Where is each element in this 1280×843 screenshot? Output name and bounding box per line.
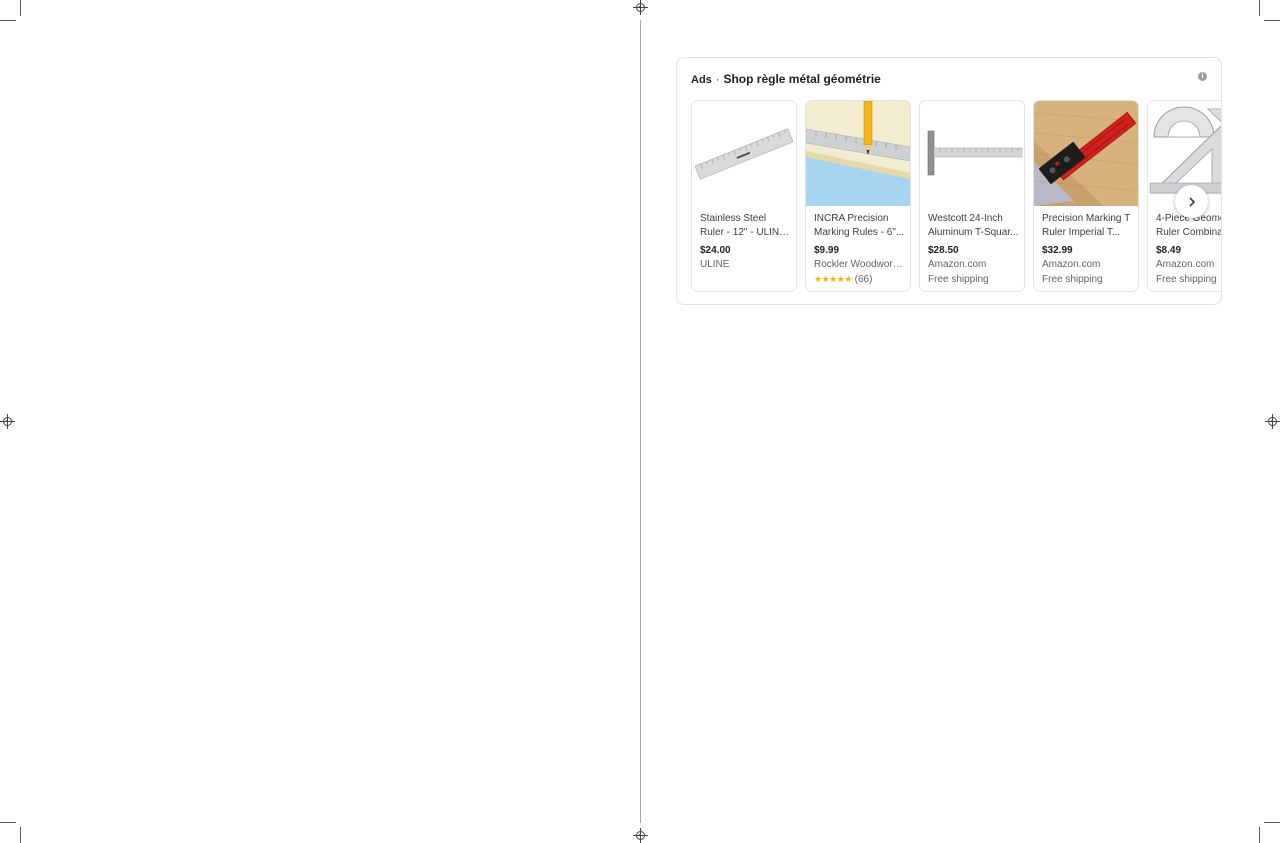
product-card[interactable]: Stainless Steel Ruler - 12" - ULINE ... … <box>691 100 797 292</box>
crop-mark <box>20 827 21 843</box>
shopping-ads-card: Ads · Shop règle métal géométrie i <box>676 57 1222 305</box>
registration-mark-icon <box>0 414 15 429</box>
info-icon[interactable]: i <box>1198 72 1207 81</box>
crop-mark <box>1259 0 1260 16</box>
ads-title: Shop règle métal géométrie <box>723 72 881 86</box>
product-price: $24.00 <box>700 245 731 256</box>
product-price: $8.49 <box>1156 245 1182 256</box>
chevron-right-icon <box>1188 196 1195 207</box>
product-card[interactable]: INCRA Precision Marking Rules - 6"... $9… <box>805 100 911 292</box>
crop-mark <box>0 822 16 823</box>
product-price: $9.99 <box>814 245 840 256</box>
product-store: Rockler Woodworki... <box>814 259 906 270</box>
product-store: ULINE <box>700 259 730 270</box>
product-price: $32.99 <box>1042 245 1073 256</box>
crop-mark <box>0 20 16 21</box>
product-store: Amazon.com <box>1042 259 1101 270</box>
ads-label: Ads <box>691 74 712 86</box>
registration-mark-icon <box>633 828 648 843</box>
product-card[interactable]: Precision Marking T Ruler Imperial T... … <box>1033 100 1139 292</box>
crop-mark <box>1264 20 1280 21</box>
product-carousel: Stainless Steel Ruler - 12" - ULINE ... … <box>691 100 1221 293</box>
shipping-note: Free shipping <box>1156 274 1217 285</box>
crop-mark <box>20 0 21 16</box>
product-title: Precision Marking T Ruler Imperial T... <box>1042 213 1130 238</box>
product-title: Westcott 24-Inch Aluminum T-Squar... <box>928 213 1019 238</box>
product-title: Stainless Steel Ruler - 12" - ULINE ... <box>700 213 786 238</box>
product-image-steel-ruler <box>692 101 796 206</box>
rating-stars-icon: ★★★★★ <box>814 274 852 284</box>
product-image-t-square <box>920 101 1024 206</box>
product-image-marking-rule <box>806 101 910 206</box>
product-price: $28.50 <box>928 245 959 256</box>
product-image-precision-t-ruler <box>1034 101 1138 206</box>
product-store: Amazon.com <box>1156 259 1215 270</box>
product-title: INCRA Precision Marking Rules - 6"... <box>814 213 905 238</box>
shipping-note: Free shipping <box>928 274 989 285</box>
registration-mark-icon <box>1265 414 1280 429</box>
ads-header: Ads · Shop règle métal géométrie <box>691 72 881 86</box>
page-spine-divider <box>640 20 641 823</box>
shipping-note: Free shipping <box>1042 274 1103 285</box>
product-store: Amazon.com <box>928 259 987 270</box>
product-card[interactable]: Westcott 24-Inch Aluminum T-Squar... $28… <box>919 100 1025 292</box>
rating-count: (66) <box>854 274 873 285</box>
crop-mark <box>1264 822 1280 823</box>
ads-separator: · <box>715 74 720 86</box>
registration-mark-icon <box>633 0 648 15</box>
crop-mark <box>1259 827 1260 843</box>
carousel-next-button[interactable] <box>1175 185 1208 218</box>
product-title: 4-Piece Geometry Ruler Combinati... <box>1156 213 1221 238</box>
product-rating: ★★★★★ (66) <box>814 274 906 285</box>
